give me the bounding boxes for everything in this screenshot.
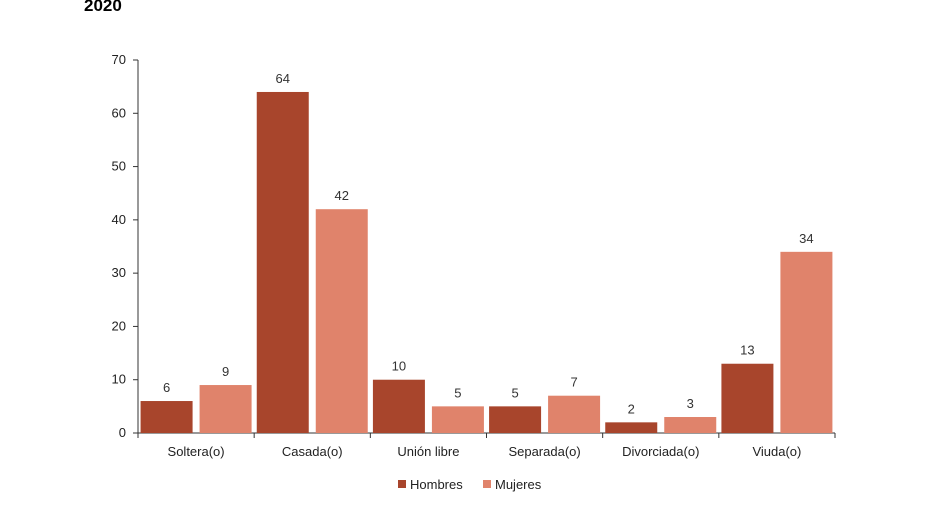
- data-label-hombres-1: 64: [276, 71, 290, 86]
- bars: [140, 91, 833, 433]
- legend-label-hombres: Hombres: [410, 477, 463, 492]
- data-label-mujeres-0: 9: [222, 364, 229, 379]
- page-title: 2020: [84, 0, 122, 15]
- y-tick-label: 40: [112, 212, 126, 227]
- category-label: Unión libre: [397, 444, 459, 459]
- bar-hombres-4: [605, 422, 658, 433]
- legend-swatch-mujeres: [483, 480, 491, 488]
- data-label-mujeres-5: 34: [799, 231, 813, 246]
- data-labels: 6 9 64 42 10 5 5 7 2 3 13 34: [163, 71, 814, 416]
- y-tick-label: 10: [112, 372, 126, 387]
- category-label: Separada(o): [508, 444, 580, 459]
- data-label-hombres-3: 5: [511, 385, 518, 400]
- category-label: Casada(o): [282, 444, 343, 459]
- x-axis: Soltera(o) Casada(o) Unión libre Separada(o…: [137, 432, 836, 459]
- bar-hombres-0: [140, 401, 193, 433]
- data-label-hombres-5: 13: [740, 343, 754, 358]
- bar-mujeres-4: [664, 417, 717, 433]
- y-tick-label: 70: [112, 52, 126, 67]
- bar-mujeres-2: [431, 406, 484, 433]
- data-label-mujeres-4: 3: [687, 396, 694, 411]
- y-tick-label: 20: [112, 318, 126, 333]
- y-tick-label: 0: [119, 425, 126, 440]
- data-label-mujeres-3: 7: [570, 375, 577, 390]
- bar-mujeres-3: [548, 395, 601, 433]
- bar-hombres-3: [489, 406, 542, 433]
- data-label-hombres-2: 10: [392, 359, 406, 374]
- data-label-hombres-0: 6: [163, 380, 170, 395]
- bar-hombres-5: [721, 363, 774, 433]
- y-tick-label: 30: [112, 265, 126, 280]
- bar-mujeres-5: [780, 251, 833, 433]
- data-label-mujeres-1: 42: [335, 188, 349, 203]
- data-label-hombres-4: 2: [628, 401, 635, 416]
- y-tick-label: 50: [112, 159, 126, 174]
- bar-hombres-2: [372, 379, 425, 433]
- legend-swatch-hombres: [398, 480, 406, 488]
- category-label: Divorciada(o): [622, 444, 699, 459]
- data-label-mujeres-2: 5: [454, 385, 461, 400]
- bar-mujeres-0: [199, 385, 252, 433]
- bar-hombres-1: [256, 91, 309, 433]
- legend-label-mujeres: Mujeres: [495, 477, 542, 492]
- category-label: Soltera(o): [168, 444, 225, 459]
- y-tick-label: 60: [112, 105, 126, 120]
- category-label: Viuda(o): [752, 444, 801, 459]
- bar-mujeres-1: [315, 209, 368, 433]
- legend: Hombres Mujeres: [398, 477, 542, 492]
- y-axis: 0 10 20 30 40 50 60 70: [112, 52, 139, 440]
